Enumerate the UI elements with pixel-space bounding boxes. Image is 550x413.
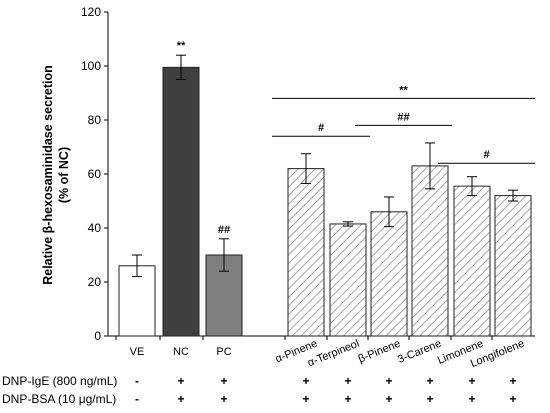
treatment-label: DNP-IgE (800 ng/mL) bbox=[2, 374, 117, 388]
significance-annotations: **#### bbox=[272, 84, 535, 164]
significance-label: # bbox=[318, 122, 324, 134]
treatment-mark: + bbox=[220, 392, 227, 406]
bar-significance-label: ## bbox=[218, 224, 230, 236]
y-axis-label: Relative β-hexosaminidase secretion (% o… bbox=[41, 65, 71, 285]
treatment-label: DNP-BSA (10 μg/mL) bbox=[2, 392, 116, 406]
x-label-3-Carene: 3-Carene bbox=[396, 338, 443, 366]
bar-VE bbox=[118, 265, 156, 337]
treatment-mark: + bbox=[344, 374, 351, 388]
bar-3-Carene bbox=[411, 165, 449, 337]
bar-α-Terpineol bbox=[329, 223, 367, 337]
y-axis-label-line2: (% of NC) bbox=[57, 147, 71, 203]
treatment-mark: + bbox=[509, 392, 516, 406]
y-tick-label: 100 bbox=[81, 59, 101, 73]
treatment-mark: + bbox=[468, 392, 475, 406]
bar-Limonene bbox=[453, 185, 491, 337]
x-label-PC: PC bbox=[216, 346, 231, 358]
y-tick-label: 40 bbox=[88, 221, 102, 235]
y-tick-label: 80 bbox=[88, 113, 102, 127]
y-tick-label: 60 bbox=[88, 167, 102, 181]
significance-label: ## bbox=[397, 111, 409, 123]
y-tick-label: 120 bbox=[81, 5, 101, 19]
bars: **## bbox=[118, 40, 532, 337]
x-tick-labels: VE NC PC α-Pineneα-Terpineolβ-Pinene3-Caren… bbox=[130, 338, 526, 370]
treatment-mark: + bbox=[302, 392, 309, 406]
treatment-mark: + bbox=[385, 392, 392, 406]
treatment-mark: + bbox=[344, 392, 351, 406]
treatment-mark: + bbox=[426, 374, 433, 388]
treatment-mark: + bbox=[509, 374, 516, 388]
bar-Longifolene bbox=[494, 195, 532, 337]
treatment-mark: - bbox=[135, 392, 139, 406]
bar-NC bbox=[162, 66, 200, 337]
x-label-NC: NC bbox=[173, 346, 189, 358]
y-tick-label: 20 bbox=[88, 275, 102, 289]
y-axis-label-line1: Relative β-hexosaminidase secretion bbox=[41, 65, 55, 285]
treatment-mark: + bbox=[302, 374, 309, 388]
y-tick-label: 0 bbox=[94, 329, 101, 343]
bar-β-Pinene bbox=[370, 211, 408, 337]
treatment-mark: + bbox=[220, 374, 227, 388]
x-label-VE: VE bbox=[130, 346, 145, 358]
treatment-mark: + bbox=[177, 374, 184, 388]
bar-α-Pinene bbox=[287, 168, 325, 337]
bar-significance-label: ** bbox=[177, 40, 186, 52]
significance-label: # bbox=[483, 149, 489, 161]
x-label-β-Pinene: β-Pinene bbox=[357, 338, 403, 366]
treatment-mark: - bbox=[135, 374, 139, 388]
significance-label: ** bbox=[399, 84, 408, 96]
treatment-mark: + bbox=[426, 392, 433, 406]
treatment-mark: + bbox=[177, 392, 184, 406]
treatment-mark: + bbox=[385, 374, 392, 388]
treatment-table: DNP-IgE (800 ng/mL) - + + + + + + + + DNP-BSA (10 … bbox=[2, 374, 517, 406]
treatment-mark: + bbox=[468, 374, 475, 388]
